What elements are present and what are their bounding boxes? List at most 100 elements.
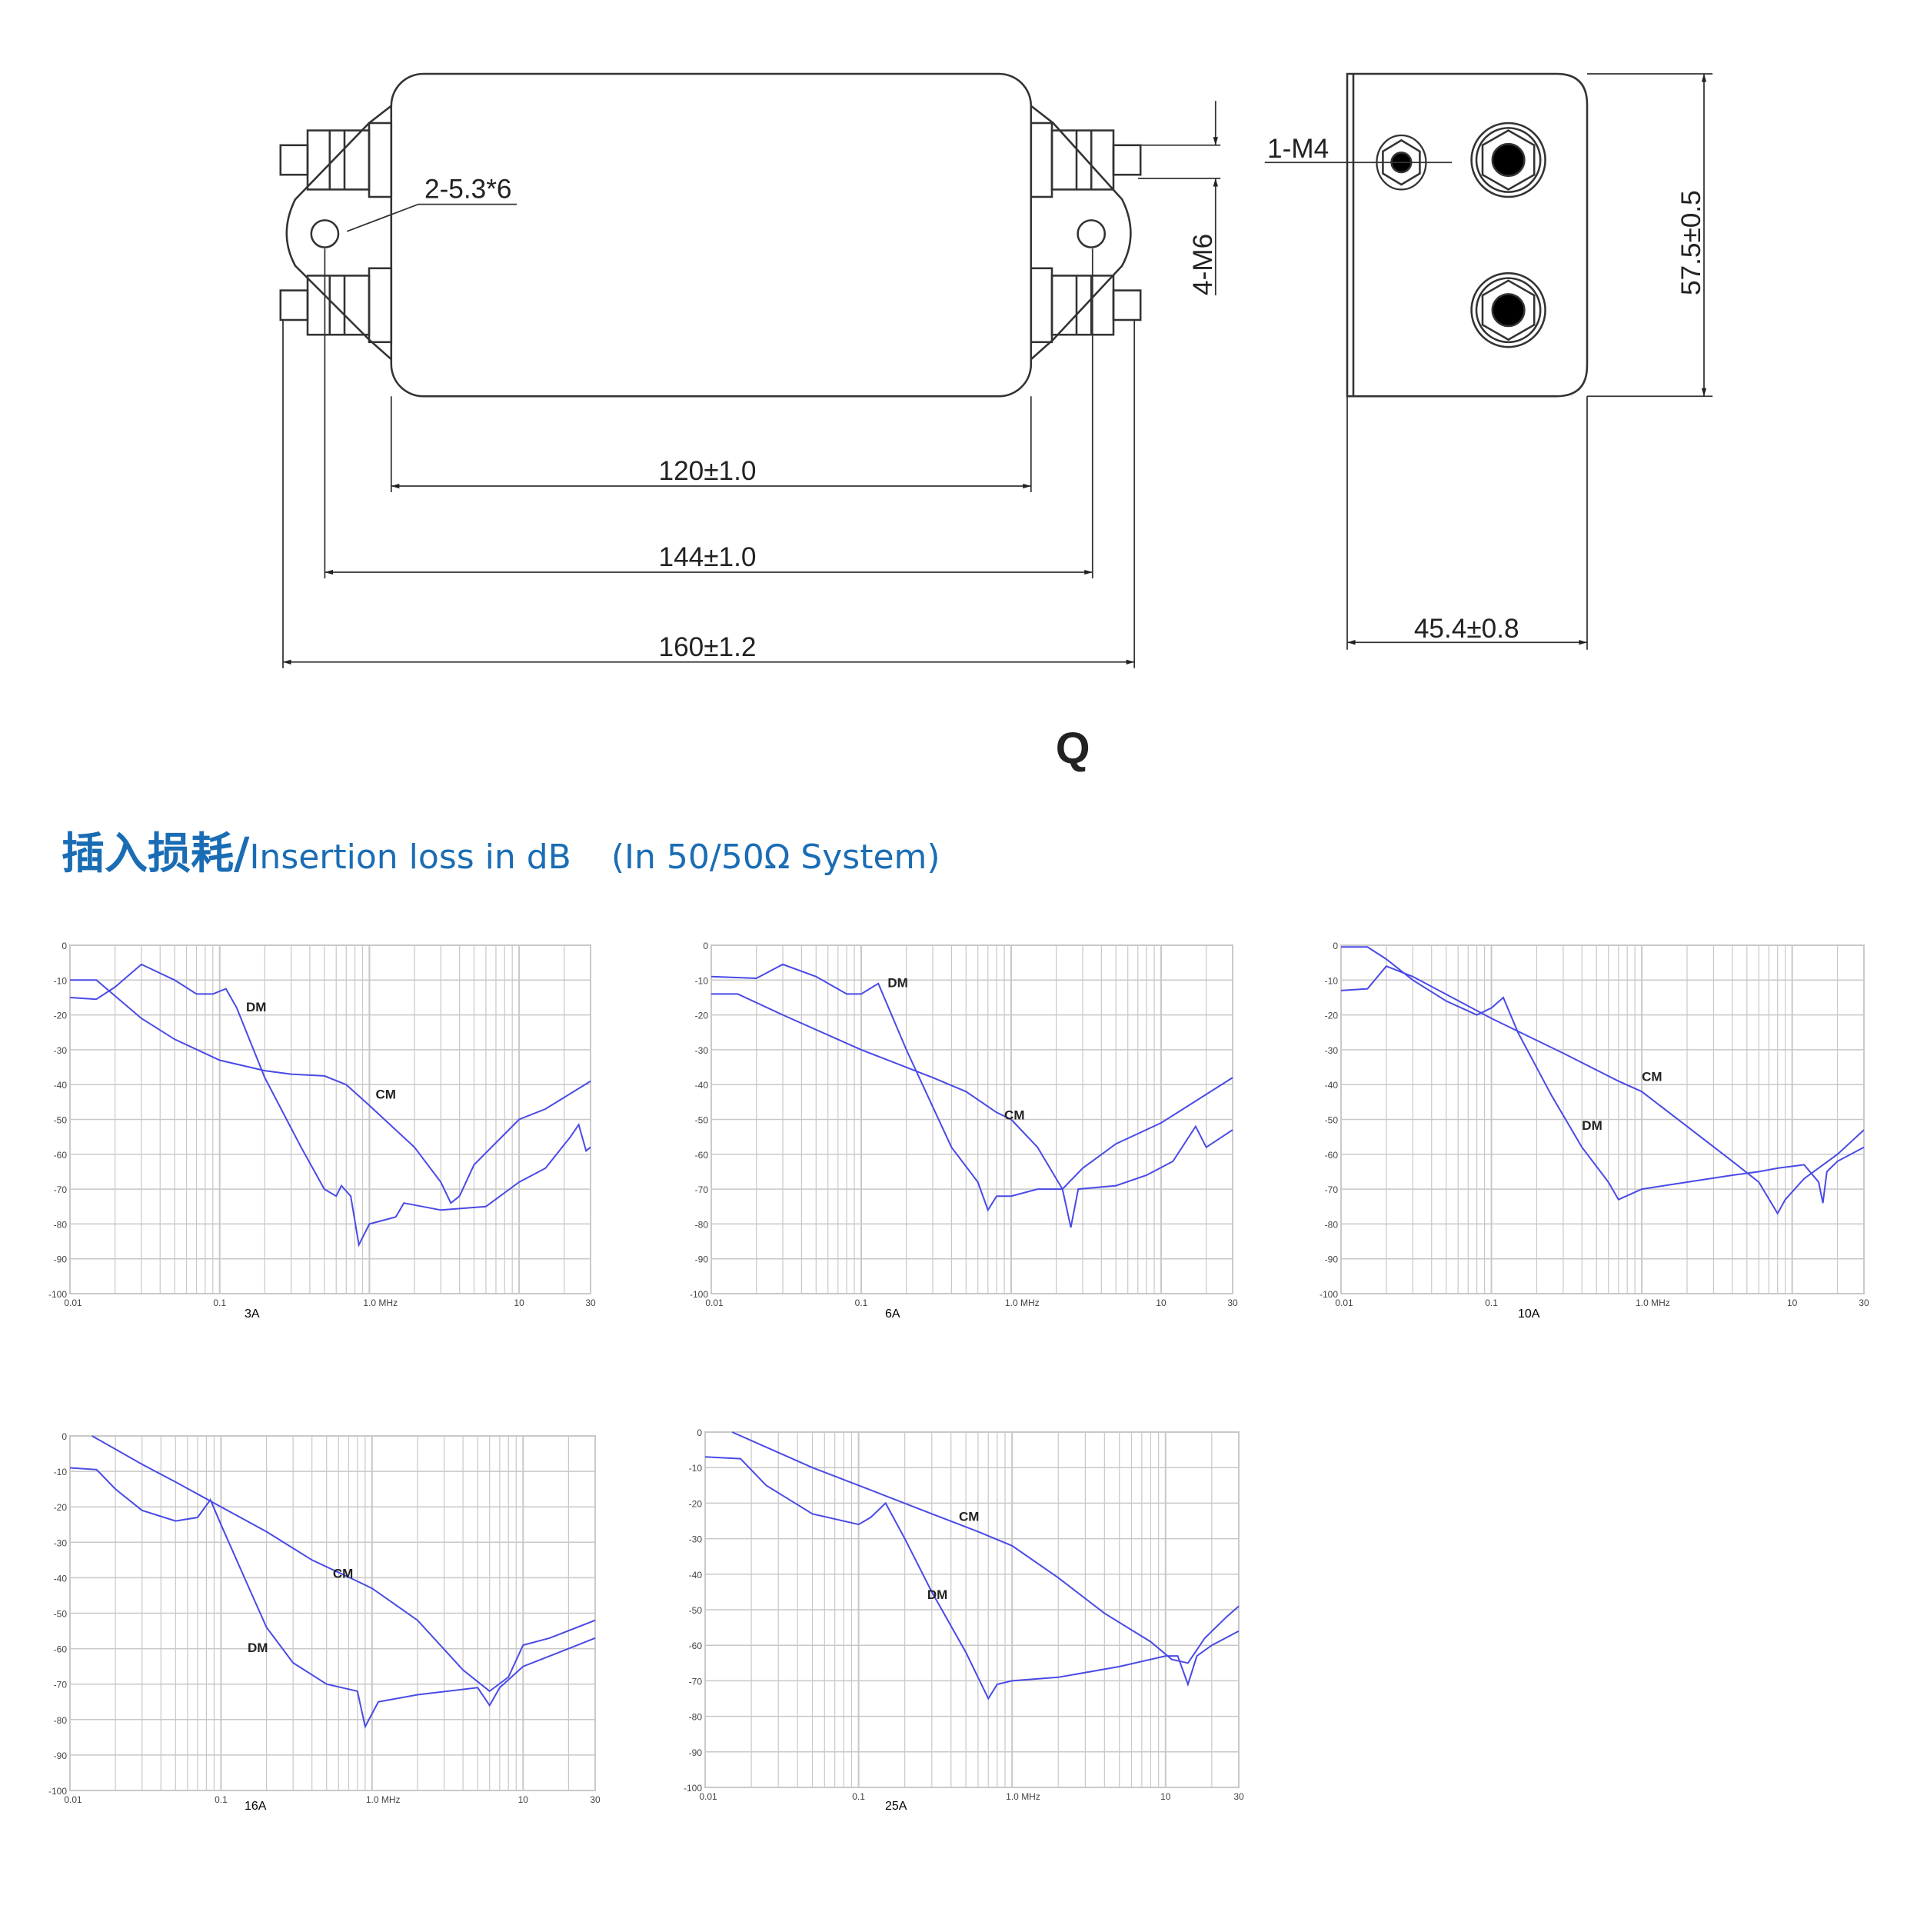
y-tick-label: 0 bbox=[62, 941, 67, 951]
y-tick-label: -40 bbox=[695, 1080, 709, 1091]
curve-dm bbox=[69, 1467, 596, 1729]
x-tick-label: 1.0 MHz bbox=[1636, 1297, 1670, 1308]
series-label-dm: DM bbox=[1582, 1118, 1602, 1133]
y-tick-label: -100 bbox=[1320, 1289, 1338, 1300]
y-tick-label: -60 bbox=[1325, 1150, 1339, 1161]
terminal-thread-label: 4-M6 bbox=[1188, 234, 1218, 295]
front-view: 2-5.3*6 4-M6 120±1.0 144±1.0 160±1.2 bbox=[279, 72, 1221, 668]
terminal-left-bottom bbox=[279, 267, 393, 344]
x-tick-label: 0.01 bbox=[705, 1297, 724, 1308]
terminal-top-side bbox=[1470, 122, 1546, 198]
x-tick-label: 30 bbox=[585, 1297, 596, 1308]
y-tick-label: -70 bbox=[54, 1184, 68, 1195]
chart-10A: 0 -10 -20 -30 -40 -50 -60 -70 -80 -90 -100 0.01 0.1 1… bbox=[1320, 941, 1869, 1308]
dim-depth: 45.4±0.8 bbox=[1414, 614, 1519, 644]
chart-25A: 0 -10 -20 -30 -40 -50 -60 -70 -80 -90 -100 0.01 0.1 1… bbox=[684, 1427, 1244, 1802]
chart-6A: 0 -10 -20 -30 -40 -50 -60 -70 -80 -90 -100 0.01 0.1 1… bbox=[690, 941, 1238, 1308]
series-label-dm: DM bbox=[887, 975, 907, 990]
y-tick-label: -100 bbox=[690, 1289, 708, 1300]
y-tick-label: -20 bbox=[1325, 1011, 1339, 1021]
x-tick-label: 1.0 MHz bbox=[1006, 1791, 1040, 1802]
curve-cm bbox=[70, 979, 591, 1204]
terminal-left-top bbox=[279, 122, 393, 198]
series-label-cm: CM bbox=[375, 1087, 395, 1101]
dim-overall-length: 160±1.2 bbox=[659, 632, 757, 662]
x-tick-label: 0.01 bbox=[64, 1794, 82, 1805]
y-tick-label: -40 bbox=[1325, 1080, 1339, 1091]
x-tick-label: 0.1 bbox=[1485, 1297, 1498, 1308]
model-letter: Q bbox=[1056, 724, 1090, 773]
chart-current-label: 16A bbox=[245, 1800, 267, 1813]
y-tick-label: -80 bbox=[695, 1219, 709, 1230]
y-tick-label: -80 bbox=[689, 1712, 703, 1723]
y-tick-label: -10 bbox=[54, 975, 68, 986]
chart-3A: 0 -10 -20 -30 -40 -50 -60 -70 -80 -90 -100 0.01 0.1 1… bbox=[48, 941, 596, 1308]
x-tick-label: 0.1 bbox=[855, 1297, 868, 1308]
y-tick-label: -100 bbox=[684, 1783, 702, 1794]
y-tick-label: -70 bbox=[54, 1680, 68, 1690]
x-tick-label: 10 bbox=[1787, 1297, 1798, 1308]
x-tick-label: 30 bbox=[1227, 1297, 1238, 1308]
y-tick-label: -40 bbox=[689, 1570, 703, 1581]
dim-height: 57.5±0.5 bbox=[1676, 190, 1706, 295]
y-tick-label: -50 bbox=[54, 1609, 68, 1620]
x-tick-label: 0.01 bbox=[1335, 1297, 1353, 1308]
x-tick-label: 0.1 bbox=[213, 1297, 226, 1308]
series-label-dm: DM bbox=[248, 1641, 268, 1655]
y-tick-label: -80 bbox=[54, 1715, 68, 1726]
mount-hole-label: 2-5.3*6 bbox=[424, 175, 511, 205]
x-tick-label: 10 bbox=[514, 1297, 524, 1308]
x-tick-label: 1.0 MHz bbox=[363, 1297, 398, 1308]
curve-cm bbox=[711, 993, 1233, 1191]
y-tick-label: -10 bbox=[54, 1467, 68, 1477]
y-tick-label: -10 bbox=[695, 975, 709, 986]
x-tick-label: 30 bbox=[590, 1794, 601, 1805]
y-tick-label: -60 bbox=[54, 1150, 68, 1161]
y-tick-label: -20 bbox=[54, 1011, 68, 1021]
x-tick-label: 0.01 bbox=[64, 1297, 82, 1308]
series-label-cm: CM bbox=[333, 1566, 353, 1581]
x-tick-label: 0.1 bbox=[215, 1794, 228, 1805]
mount-hole-leader bbox=[346, 203, 517, 232]
series-label-cm: CM bbox=[1642, 1070, 1662, 1084]
terminal-right-bottom bbox=[1030, 267, 1142, 344]
curve-cm bbox=[1340, 965, 1865, 1215]
y-tick-label: -30 bbox=[695, 1045, 709, 1056]
y-tick-label: -100 bbox=[48, 1786, 67, 1797]
y-tick-label: -90 bbox=[54, 1254, 68, 1265]
terminal-bottom-side bbox=[1470, 271, 1546, 348]
y-tick-label: -70 bbox=[1325, 1184, 1339, 1195]
curve-dm bbox=[69, 963, 591, 1247]
chart-current-label: 6A bbox=[885, 1307, 900, 1321]
title-chinese: 插入损耗/ bbox=[62, 829, 250, 879]
x-tick-label: 10 bbox=[1156, 1297, 1166, 1308]
y-tick-label: -40 bbox=[54, 1573, 68, 1584]
series-label-dm: DM bbox=[927, 1587, 947, 1602]
y-tick-label: -30 bbox=[54, 1537, 68, 1548]
ground-stud-label: 1-M4 bbox=[1267, 134, 1329, 164]
y-tick-label: -90 bbox=[689, 1747, 703, 1758]
filter-body bbox=[390, 72, 1033, 398]
x-tick-label: 1.0 MHz bbox=[366, 1794, 401, 1805]
x-tick-label: 10 bbox=[518, 1794, 529, 1805]
dim-hole-spacing: 144±1.0 bbox=[659, 542, 757, 572]
y-tick-label: -90 bbox=[1325, 1254, 1339, 1265]
y-tick-label: -20 bbox=[689, 1498, 703, 1509]
terminal-right-top bbox=[1030, 122, 1142, 198]
right-flange bbox=[1030, 105, 1132, 361]
side-body bbox=[1346, 72, 1589, 398]
series-label-dm: DM bbox=[246, 1000, 266, 1014]
y-tick-label: -90 bbox=[695, 1254, 709, 1265]
y-tick-label: -10 bbox=[1325, 975, 1339, 986]
y-tick-label: -30 bbox=[689, 1534, 703, 1545]
y-tick-label: 0 bbox=[1333, 941, 1338, 951]
chart-16A: 0 -10 -20 -30 -40 -50 -60 -70 -80 -90 -100 0.01 0.1 1… bbox=[48, 1431, 601, 1805]
y-tick-label: -100 bbox=[48, 1289, 67, 1300]
y-tick-label: -80 bbox=[54, 1219, 68, 1230]
x-tick-label: 30 bbox=[1233, 1791, 1244, 1802]
mechanical-drawing: 2-5.3*6 4-M6 120±1.0 144±1.0 160±1.2 1-M… bbox=[279, 72, 1713, 773]
